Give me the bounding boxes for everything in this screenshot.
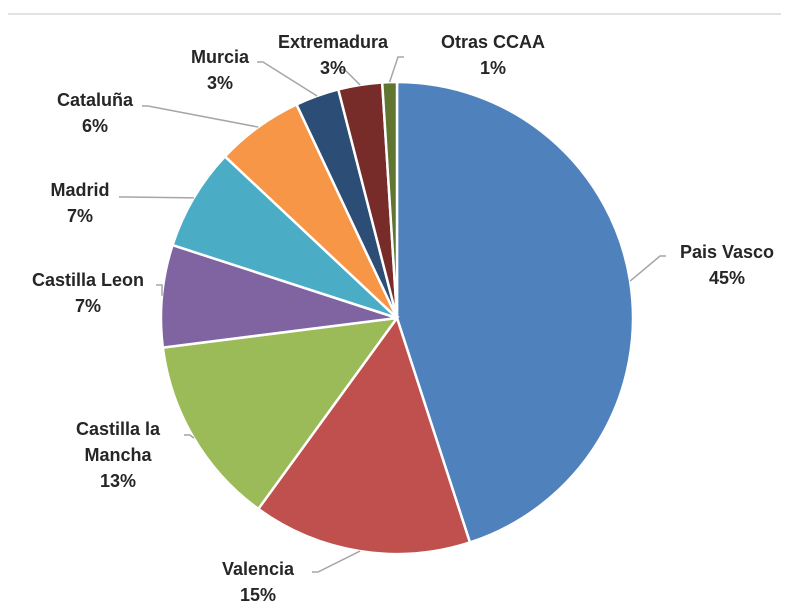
leader-line — [629, 255, 666, 282]
slice-value: 6% — [81, 116, 108, 136]
pie-slice — [380, 80, 399, 319]
slice-value: 7% — [66, 206, 93, 226]
leader-line — [184, 434, 195, 439]
slice-name: Extremadura — [277, 32, 389, 52]
leader-line — [257, 61, 318, 97]
slice-label: Madrid 7% — [30, 177, 130, 229]
leader-line — [119, 196, 194, 199]
slice-label: Murcia 3% — [175, 44, 265, 96]
slice-name: Madrid — [50, 180, 110, 200]
slice-label: Extremadura 3% — [263, 29, 403, 81]
slice-name: Cataluña — [56, 90, 134, 110]
slice-label: Valencia 15% — [198, 556, 318, 608]
leader-line — [339, 69, 361, 86]
slice-label: Cataluña 6% — [45, 87, 145, 139]
leader-line — [156, 284, 163, 296]
pie-slice — [256, 315, 472, 556]
slice-name: Castilla la Mancha — [75, 419, 161, 465]
slice-label: Pais Vasco 45% — [662, 239, 789, 291]
pie-slice — [395, 80, 635, 545]
slice-name: Castilla Leon — [31, 270, 145, 290]
slice-value: 3% — [206, 73, 233, 93]
pie-slice — [161, 316, 400, 511]
slice-label: Otras CCAA 1% — [423, 29, 563, 81]
leader-line — [388, 56, 404, 83]
leader-line — [312, 550, 361, 573]
slice-label: Castilla Leon 7% — [13, 267, 163, 319]
pie-slice — [159, 243, 398, 349]
slice-name: Valencia — [221, 559, 295, 579]
slice-value: 13% — [99, 471, 137, 491]
slice-name: Pais Vasco — [679, 242, 775, 262]
slice-label: Castilla la Mancha 13% — [63, 416, 173, 494]
leader-line — [142, 105, 259, 128]
slice-value: 15% — [239, 585, 277, 605]
pie-slice — [170, 154, 398, 320]
slice-value: 45% — [708, 268, 746, 288]
slice-value: 3% — [319, 58, 346, 78]
slice-value: 7% — [74, 296, 101, 316]
slice-value: 1% — [479, 58, 506, 78]
slice-name: Murcia — [190, 47, 250, 67]
slice-name: Otras CCAA — [440, 32, 546, 52]
